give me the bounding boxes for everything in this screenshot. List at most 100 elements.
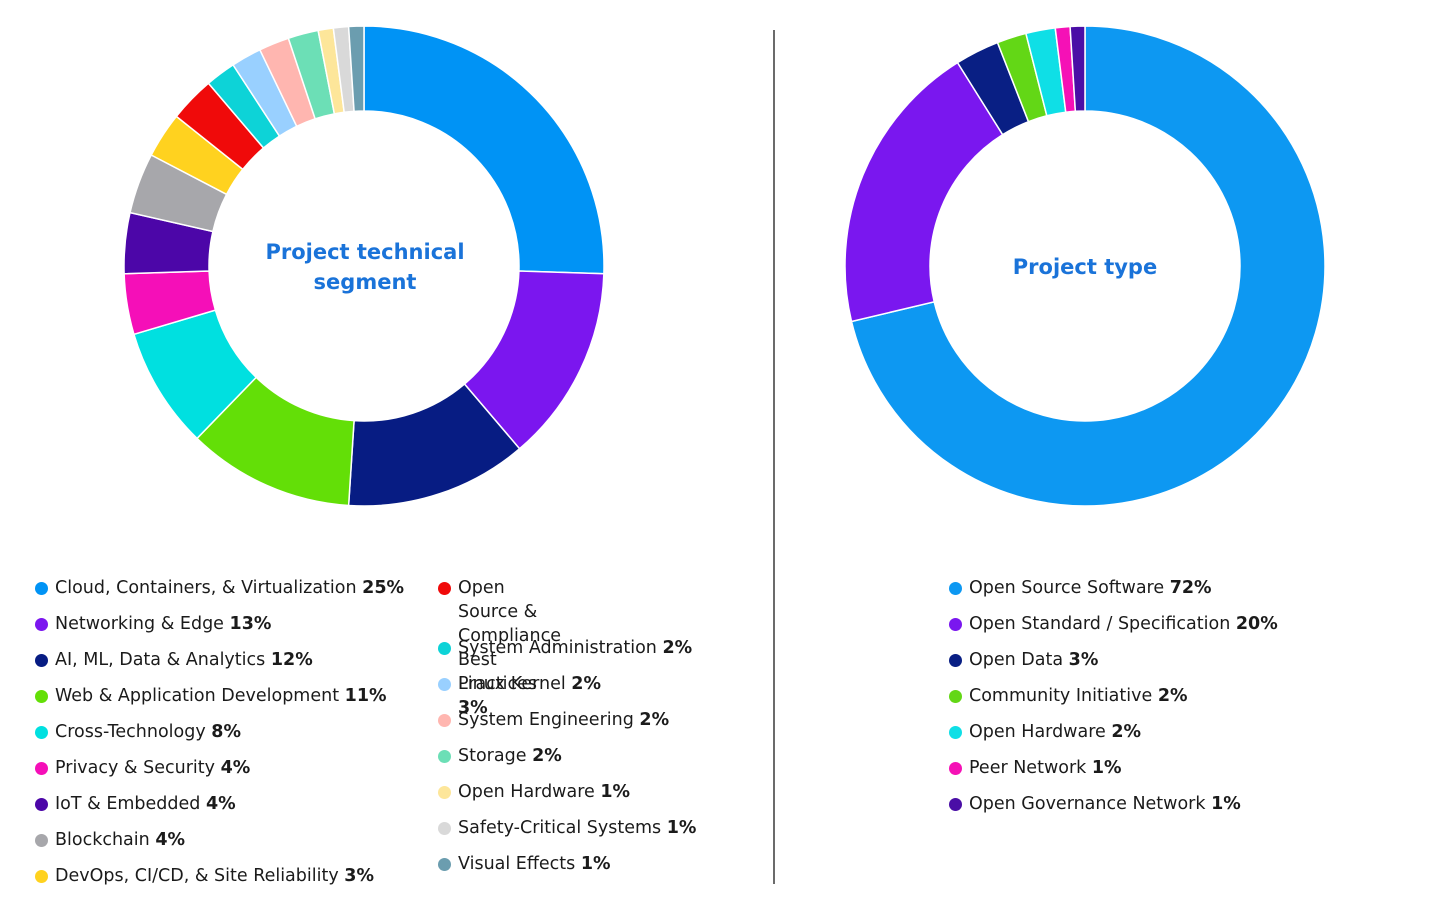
legend-percent: 4%: [155, 830, 186, 850]
legend-swatch: [949, 582, 962, 595]
legend-percent: 2%: [532, 746, 562, 766]
legend-percent: 1%: [1091, 758, 1122, 778]
legend-label: Safety-Critical Systems 1%: [458, 816, 696, 840]
legend-percent: 1%: [600, 782, 631, 802]
donut-slice-1-16: [347, 25, 365, 113]
chart-title-line: segment: [313, 270, 417, 294]
legend-swatch: [438, 714, 451, 727]
legend-item: Open Hardware 2%: [949, 720, 1141, 744]
legend-swatch: [949, 762, 962, 775]
legend-name: Web & Application Development: [55, 686, 340, 706]
legend-swatch: [35, 618, 48, 631]
legend-name: Privacy & Security: [55, 758, 215, 778]
legend-name: Safety-Critical Systems: [458, 818, 662, 838]
legend-swatch: [35, 870, 48, 883]
legend-label: IoT & Embedded 4%: [55, 792, 236, 816]
donut-slice-2-0: [850, 25, 1326, 507]
legend-item: Open Source & Compliance Best Practices 3…: [438, 576, 561, 720]
legend-percent: 2%: [1157, 686, 1188, 706]
legend-item: Visual Effects 1%: [438, 852, 611, 876]
legend-swatch: [438, 750, 451, 763]
legend-name: Cross-Technology: [55, 722, 206, 742]
legend-percent: 8%: [211, 722, 242, 742]
legend-name: IoT & Embedded: [55, 794, 201, 814]
legend-label: Community Initiative 2%: [969, 684, 1188, 708]
legend-item: Cloud, Containers, & Virtualization 25%: [35, 576, 404, 600]
legend-item: System Engineering 2%: [438, 708, 669, 732]
legend-percent: 3%: [344, 866, 374, 886]
legend-item: System Administration 2%: [438, 636, 692, 660]
donut-slice-2-1: [844, 61, 1004, 323]
project-type-chart-title: Project type: [955, 252, 1215, 282]
legend-item: Web & Application Development 11%: [35, 684, 387, 708]
legend-percent: 2%: [1111, 722, 1142, 742]
legend-label: Networking & Edge 13%: [55, 612, 271, 636]
legend-label: Open Hardware 2%: [969, 720, 1141, 744]
legend-label: Open Standard / Specification 20%: [969, 612, 1278, 636]
legend-swatch: [438, 678, 451, 691]
legend-name: Community Initiative: [969, 686, 1153, 706]
donut-slice-1-0: [363, 25, 605, 275]
legend-name-line: Open Source & Compliance: [458, 578, 562, 646]
legend-label: Web & Application Development 11%: [55, 684, 387, 708]
legend-item: Cross-Technology 8%: [35, 720, 241, 744]
legend-label: Peer Network 1%: [969, 756, 1122, 780]
legend-name: Storage: [458, 746, 527, 766]
legend-swatch: [35, 690, 48, 703]
legend-percent: 1%: [1211, 794, 1241, 814]
legend-label: Visual Effects 1%: [458, 852, 611, 876]
legend-swatch: [35, 582, 48, 595]
section-divider: [773, 30, 775, 884]
legend-item: Storage 2%: [438, 744, 562, 768]
legend-percent: 4%: [220, 758, 251, 778]
legend-item: Networking & Edge 13%: [35, 612, 271, 636]
legend-label: System Engineering 2%: [458, 708, 669, 732]
legend-item: DevOps, CI/CD, & Site Reliability 3%: [35, 864, 374, 888]
legend-name: Peer Network: [969, 758, 1087, 778]
legend-item: Privacy & Security 4%: [35, 756, 250, 780]
legend-item: Open Data 3%: [949, 648, 1098, 672]
legend-item: Blockchain 4%: [35, 828, 185, 852]
legend-percent: 2%: [639, 710, 670, 730]
legend-name: Visual Effects: [458, 854, 576, 874]
legend-swatch: [35, 834, 48, 847]
legend-name: Best Practices: [458, 650, 538, 694]
legend-percent: 3%: [1068, 650, 1099, 670]
legend-percent: 12%: [270, 650, 313, 670]
legend-percent: 2%: [662, 638, 693, 658]
donut-slice-2-6: [1069, 25, 1086, 113]
chart-title-line: Project type: [1012, 255, 1158, 279]
legend-percent: 1%: [666, 818, 697, 838]
legend-percent: 72%: [1169, 578, 1212, 598]
technical-segment-chart-title: Project technical segment: [235, 237, 495, 297]
legend-item: IoT & Embedded 4%: [35, 792, 236, 816]
legend-name: System Engineering: [458, 710, 634, 730]
legend-label: Open Governance Network 1%: [969, 792, 1241, 816]
legend-name: DevOps, CI/CD, & Site Reliability: [55, 866, 339, 886]
legend-swatch: [35, 654, 48, 667]
legend-swatch: [35, 762, 48, 775]
legend-label: Blockchain 4%: [55, 828, 185, 852]
legend-label: Cross-Technology 8%: [55, 720, 241, 744]
legend-percent: 20%: [1235, 614, 1278, 634]
legend-swatch: [438, 786, 451, 799]
legend-item: Safety-Critical Systems 1%: [438, 816, 696, 840]
legend-name: Open Standard / Specification: [969, 614, 1231, 634]
legend-item: AI, ML, Data & Analytics 12%: [35, 648, 313, 672]
legend-name: Open Governance Network: [969, 794, 1206, 814]
legend-swatch: [438, 858, 451, 871]
legend-item: Open Standard / Specification 20%: [949, 612, 1278, 636]
legend-name: Networking & Edge: [55, 614, 224, 634]
legend-name: AI, ML, Data & Analytics: [55, 650, 266, 670]
legend-swatch: [949, 654, 962, 667]
legend-swatch: [949, 690, 962, 703]
legend-label: DevOps, CI/CD, & Site Reliability 3%: [55, 864, 374, 888]
legend-swatch: [35, 726, 48, 739]
legend-item: Open Hardware 1%: [438, 780, 630, 804]
legend-name: System Administration: [458, 638, 657, 658]
legend-swatch: [35, 798, 48, 811]
legend-label: AI, ML, Data & Analytics 12%: [55, 648, 313, 672]
legend-swatch: [949, 618, 962, 631]
legend-name: Blockchain: [55, 830, 150, 850]
legend-swatch: [438, 822, 451, 835]
